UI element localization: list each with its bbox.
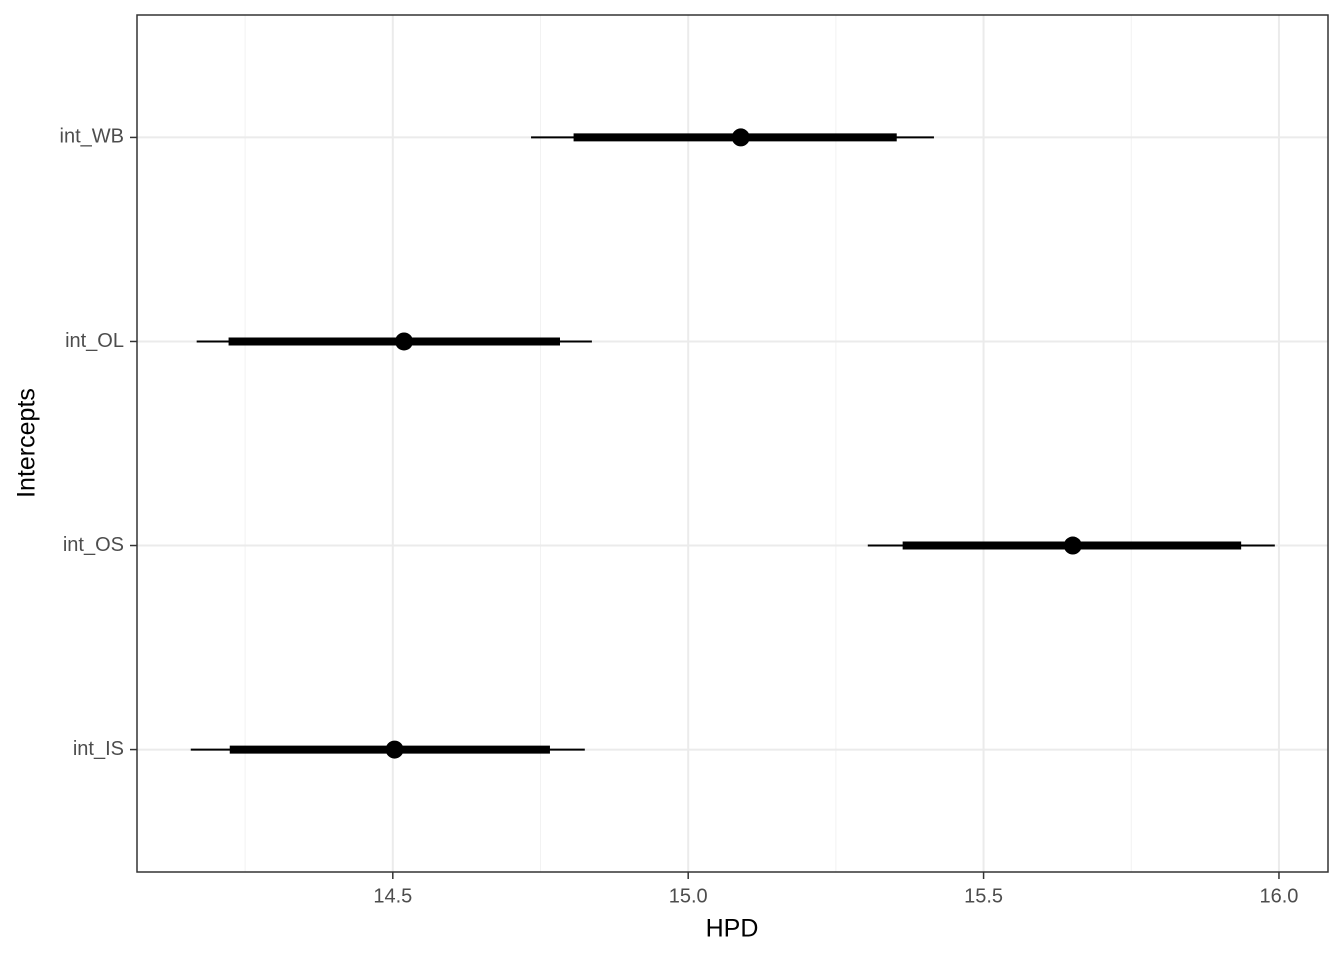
x-tick-label: 14.5 <box>373 885 412 907</box>
panel-border <box>136 14 1329 873</box>
x-tick-label: 15.0 <box>669 885 708 907</box>
x-axis-title: HPD <box>706 915 759 943</box>
y-axis-title: Intercepts <box>13 388 41 498</box>
x-tick-label: 16.0 <box>1259 885 1298 907</box>
y-tick-label: int_OL <box>65 330 124 352</box>
y-tick-label: int_IS <box>73 738 124 760</box>
y-tick-label: int_WB <box>60 126 124 148</box>
x-tick-label: 15.5 <box>964 885 1003 907</box>
point-estimate <box>385 740 404 759</box>
point-estimate <box>731 128 750 147</box>
point-estimate <box>1063 536 1082 555</box>
y-tick-label: int_OS <box>63 534 124 556</box>
point-estimate <box>395 332 414 351</box>
